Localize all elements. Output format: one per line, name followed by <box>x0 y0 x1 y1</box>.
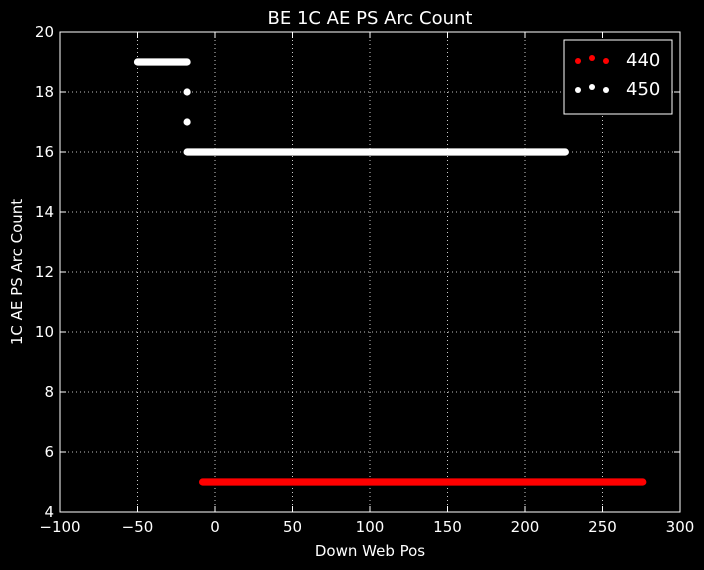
x-tick-label: 200 <box>511 518 540 536</box>
y-tick-label: 10 <box>35 323 54 341</box>
chart-title: BE 1C AE PS Arc Count <box>268 8 473 29</box>
legend-marker-440 <box>589 55 595 61</box>
y-tick-label: 20 <box>35 23 54 41</box>
data-points <box>133 58 647 486</box>
data-point-450 <box>183 88 191 96</box>
y-axis-label: 1C AE PS Arc Count <box>8 199 26 345</box>
x-tick-label: 250 <box>588 518 617 536</box>
x-tick-label: −100 <box>39 518 80 536</box>
x-axis-label: Down Web Pos <box>315 542 425 560</box>
x-tick-label: 300 <box>666 518 695 536</box>
x-tick-label: 0 <box>210 518 220 536</box>
legend-marker-440 <box>603 58 609 64</box>
x-tick-label: 150 <box>433 518 462 536</box>
legend-marker-450 <box>603 87 609 93</box>
axis-ticks: −100 −50 0 50 100 150 200 250 300 4 6 8 10 12 14 16 18 20 <box>35 23 694 536</box>
x-tick-label: 100 <box>356 518 385 536</box>
legend-marker-450 <box>575 87 581 93</box>
y-tick-label: 6 <box>44 443 54 461</box>
y-tick-label: 18 <box>35 83 54 101</box>
legend-label-440: 440 <box>626 50 660 71</box>
legend-marker-450 <box>589 84 595 90</box>
x-tick-label: 50 <box>283 518 302 536</box>
y-tick-label: 14 <box>35 203 54 221</box>
legend-marker-440 <box>575 58 581 64</box>
y-tick-label: 8 <box>44 383 54 401</box>
y-tick-label: 16 <box>35 143 54 161</box>
y-tick-label: 12 <box>35 263 54 281</box>
x-tick-label: −50 <box>122 518 154 536</box>
data-point-450 <box>183 118 191 126</box>
y-tick-label: 4 <box>44 503 54 521</box>
legend-label-450: 450 <box>626 79 660 100</box>
legend-box <box>563 39 673 115</box>
